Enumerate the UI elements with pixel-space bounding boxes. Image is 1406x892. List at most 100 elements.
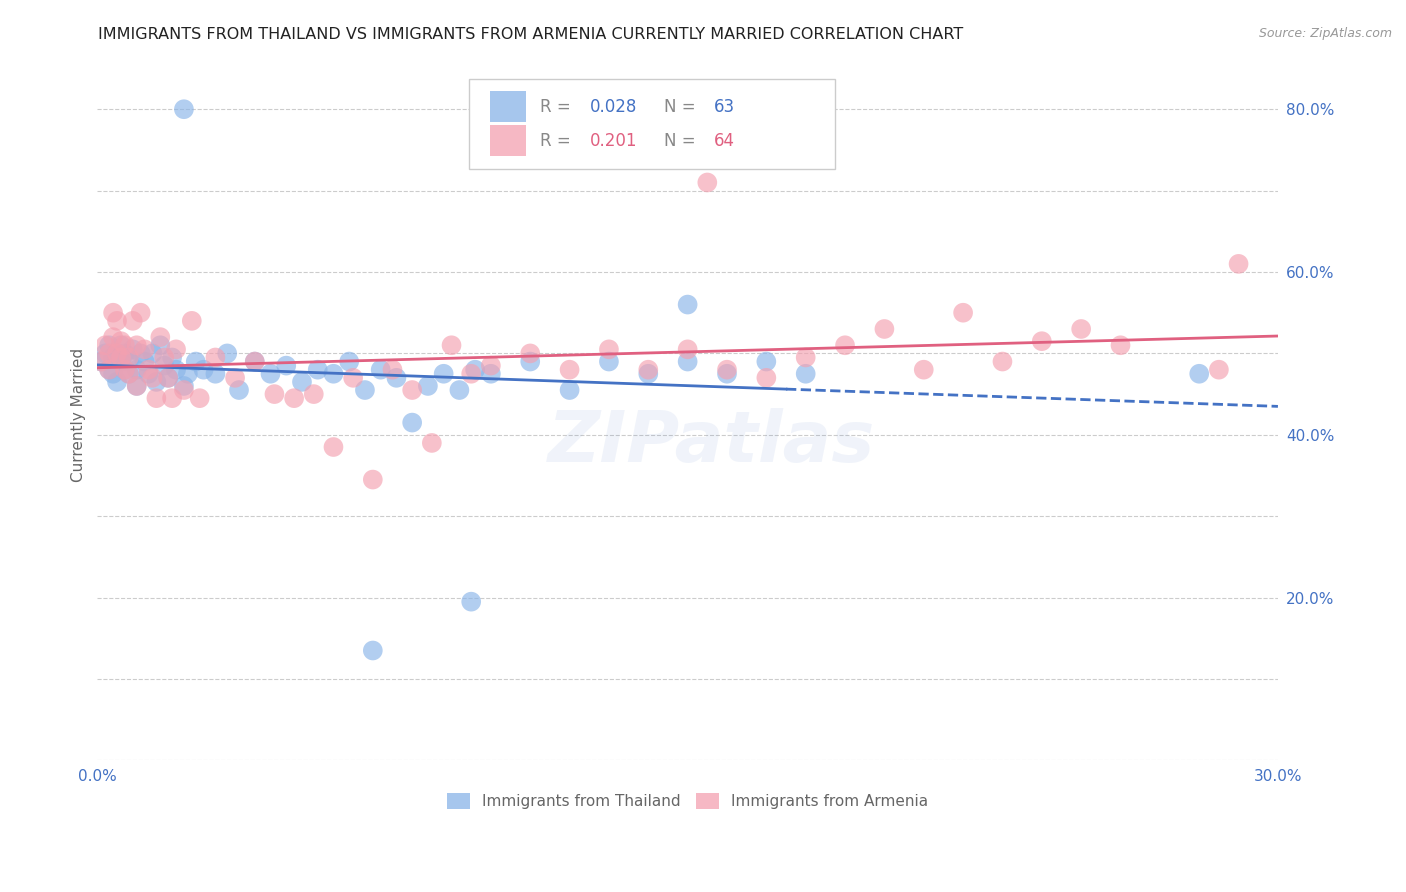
Point <box>110 334 132 349</box>
Point <box>114 362 136 376</box>
Point <box>1208 362 1230 376</box>
Point <box>177 367 200 381</box>
Point <box>90 354 112 368</box>
Point <box>276 359 298 373</box>
Point <box>342 371 364 385</box>
Point <box>460 367 482 381</box>
Point <box>121 343 143 357</box>
Point <box>224 371 246 385</box>
Point <box>114 346 136 360</box>
Point <box>125 338 148 352</box>
Point <box>149 338 172 352</box>
Point <box>101 351 124 365</box>
Point <box>98 346 121 360</box>
Point <box>149 330 172 344</box>
Point <box>173 379 195 393</box>
Text: 0.028: 0.028 <box>589 98 637 116</box>
Point <box>834 338 856 352</box>
Point <box>153 351 176 365</box>
Point <box>173 383 195 397</box>
Text: Source: ZipAtlas.com: Source: ZipAtlas.com <box>1258 27 1392 40</box>
Point <box>114 338 136 352</box>
Point <box>105 314 128 328</box>
Point <box>125 362 148 376</box>
Point <box>153 359 176 373</box>
Point <box>337 354 360 368</box>
Point <box>912 362 935 376</box>
Point <box>145 375 167 389</box>
Point <box>101 367 124 381</box>
Point <box>94 346 117 360</box>
Point <box>716 362 738 376</box>
Point <box>188 391 211 405</box>
Text: 64: 64 <box>714 132 734 150</box>
Point <box>291 375 314 389</box>
Point <box>1109 338 1132 352</box>
Point <box>129 306 152 320</box>
Point <box>322 367 344 381</box>
Point <box>1070 322 1092 336</box>
Point <box>259 367 281 381</box>
Point <box>755 371 778 385</box>
Point <box>873 322 896 336</box>
Point <box>558 383 581 397</box>
Point <box>479 367 502 381</box>
Point <box>1227 257 1250 271</box>
Point <box>134 354 156 368</box>
Point <box>134 343 156 357</box>
Point <box>598 354 620 368</box>
Point <box>354 383 377 397</box>
Point <box>283 391 305 405</box>
Point <box>105 375 128 389</box>
Point <box>160 351 183 365</box>
Point <box>141 346 163 360</box>
Point <box>193 362 215 376</box>
Point <box>440 338 463 352</box>
Point <box>420 436 443 450</box>
Point <box>165 362 187 376</box>
Point <box>243 354 266 368</box>
Point <box>157 371 180 385</box>
Point <box>121 314 143 328</box>
Point <box>125 379 148 393</box>
Point <box>416 379 439 393</box>
Text: N =: N = <box>664 132 702 150</box>
Point <box>519 354 541 368</box>
Point <box>794 367 817 381</box>
Point <box>696 176 718 190</box>
Point <box>243 354 266 368</box>
Point <box>361 473 384 487</box>
Point <box>110 351 132 365</box>
Point <box>118 367 141 381</box>
Point <box>98 362 121 376</box>
Text: R =: R = <box>540 132 576 150</box>
Point <box>519 346 541 360</box>
Point <box>370 362 392 376</box>
Point <box>114 362 136 376</box>
Bar <box>470 78 835 169</box>
Point <box>637 362 659 376</box>
Text: R =: R = <box>540 98 576 116</box>
Point <box>991 354 1014 368</box>
Point <box>676 297 699 311</box>
Point <box>676 343 699 357</box>
Point <box>157 371 180 385</box>
Point <box>307 362 329 376</box>
Point <box>302 387 325 401</box>
Point <box>361 643 384 657</box>
Point <box>101 330 124 344</box>
Text: 63: 63 <box>714 98 735 116</box>
Point <box>138 362 160 376</box>
Point <box>204 351 226 365</box>
Point <box>98 362 121 376</box>
Point <box>118 354 141 368</box>
Y-axis label: Currently Married: Currently Married <box>72 347 86 482</box>
Point <box>401 416 423 430</box>
Point <box>598 343 620 357</box>
Point <box>460 595 482 609</box>
Point <box>381 362 404 376</box>
Point <box>110 338 132 352</box>
Point <box>90 354 112 368</box>
Point <box>433 367 456 381</box>
Point <box>558 362 581 376</box>
